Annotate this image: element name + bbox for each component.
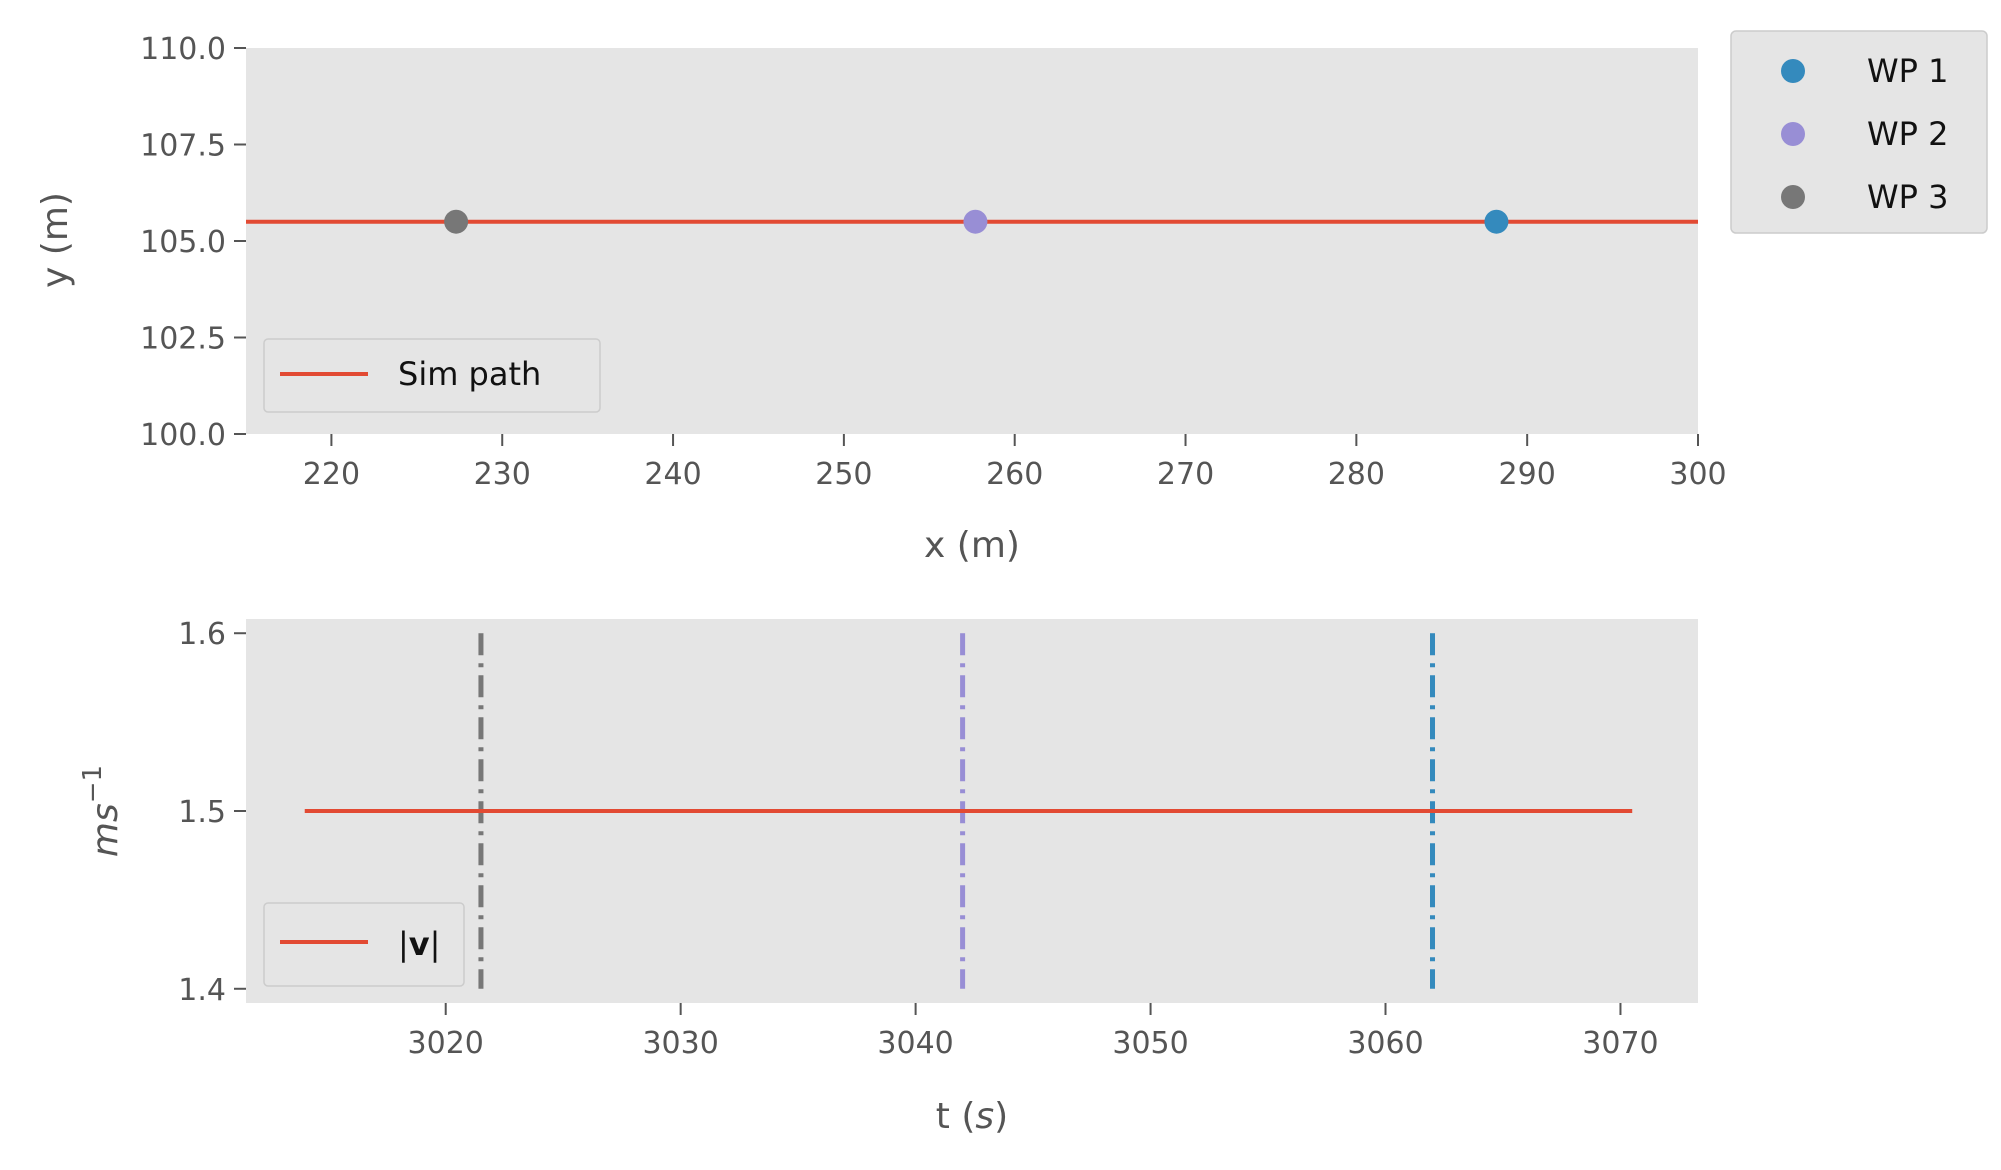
top-x-tick-label: 290 <box>1499 457 1556 492</box>
top-x-tick-label: 260 <box>986 457 1043 492</box>
top-plot: 100.0 102.5 105.0 107.5 110.0 220 230 240 250 26… <box>35 32 1727 566</box>
top-x-tick-label: 300 <box>1669 457 1726 492</box>
top-y-tick-label: 100.0 <box>140 418 226 453</box>
bottom-y-tick-label: 1.5 <box>178 795 226 830</box>
waypoint-legend-label-3: WP 3 <box>1867 178 1948 216</box>
bottom-legend-frame <box>263 902 465 987</box>
top-x-tick-label: 250 <box>815 457 872 492</box>
waypoint-legend-frame <box>1730 30 1988 234</box>
bottom-x-ticks: 3020 3030 3040 3050 3060 3070 <box>408 1003 1659 1061</box>
waypoint-legend-marker-1 <box>1781 59 1805 83</box>
bottom-x-axis-label: t (s) <box>936 1096 1008 1137</box>
bottom-plot: 1.4 1.5 1.6 3020 3030 3040 3050 3060 3070 t (s)… <box>78 617 1698 1137</box>
waypoint-legend-marker-2 <box>1781 122 1805 146</box>
top-y-tick-label: 107.5 <box>140 129 226 164</box>
bottom-y-tick-label: 1.4 <box>178 973 226 1008</box>
bottom-x-tick-label: 3040 <box>877 1026 953 1061</box>
waypoint-legend-items: WP 1 WP 2 WP 3 <box>1781 52 1948 216</box>
waypoint-legend: WP 1 WP 2 WP 3 <box>1730 30 1988 234</box>
waypoint-legend-label-2: WP 2 <box>1867 115 1948 153</box>
bottom-legend: |v| <box>263 902 465 987</box>
top-y-tick-label: 110.0 <box>140 32 226 67</box>
top-legend-frame <box>263 338 601 413</box>
waypoint-legend-marker-3 <box>1781 185 1805 209</box>
bottom-y-tick-label: 1.6 <box>178 617 226 652</box>
top-points <box>444 209 1509 234</box>
bottom-y-ticks: 1.4 1.5 1.6 <box>178 617 246 1008</box>
top-x-tick-label: 220 <box>303 457 360 492</box>
bottom-x-tick-label: 3060 <box>1347 1026 1423 1061</box>
bottom-x-tick-label: 3020 <box>408 1026 484 1061</box>
waypoint-legend-label-1: WP 1 <box>1867 52 1948 90</box>
bottom-x-tick-label: 3030 <box>642 1026 718 1061</box>
top-x-tick-label: 240 <box>644 457 701 492</box>
top-x-tick-label: 230 <box>474 457 531 492</box>
waypoint-marker-2 <box>963 209 988 234</box>
bottom-y-axis-label: ms−1 <box>78 765 126 857</box>
top-legend-label: Sim path <box>398 355 541 393</box>
top-legend: Sim path <box>263 338 601 413</box>
top-y-tick-label: 105.0 <box>140 225 226 260</box>
top-x-ticks: 220 230 240 250 260 270 280 290 300 <box>303 434 1727 492</box>
bottom-x-tick-label: 3050 <box>1112 1026 1188 1061</box>
bottom-legend-label: |v| <box>398 925 440 963</box>
top-x-axis-label: x (m) <box>924 525 1020 566</box>
top-x-tick-label: 280 <box>1328 457 1385 492</box>
top-y-axis-label: y (m) <box>35 192 76 288</box>
waypoint-marker-1 <box>1484 209 1509 234</box>
waypoint-marker-3 <box>444 209 469 234</box>
top-x-tick-label: 270 <box>1157 457 1214 492</box>
top-y-tick-label: 102.5 <box>140 322 226 357</box>
bottom-x-tick-label: 3070 <box>1582 1026 1658 1061</box>
top-y-ticks: 100.0 102.5 105.0 107.5 110.0 <box>140 32 246 453</box>
